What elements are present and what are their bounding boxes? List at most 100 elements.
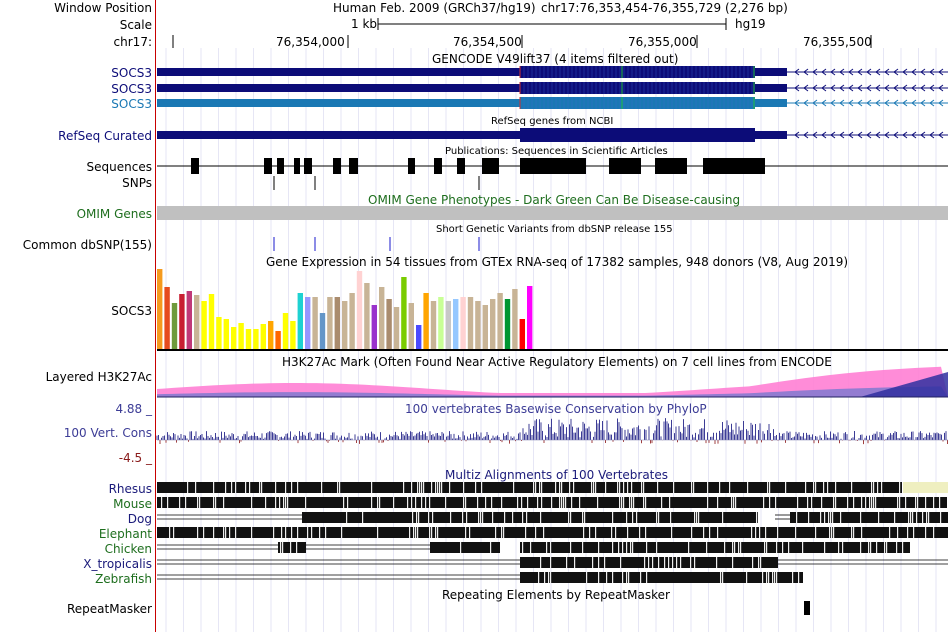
multiz-mismatch [732,557,734,568]
multiz-mismatch [763,497,765,508]
phylop-label[interactable]: 100 Vert. Cons [63,426,152,440]
refseq-label[interactable]: RefSeq Curated [58,129,152,143]
multiz-mismatch [636,512,638,523]
species-label-mouse[interactable]: Mouse [113,497,152,511]
publications-track-title[interactable]: Publications: Sequences in Scientific Ar… [445,146,668,157]
multiz-mismatch [643,497,645,508]
multiz-mismatch [831,527,833,538]
multiz-mismatch [632,512,634,523]
h3k27ac-label[interactable]: Layered H3K27Ac [45,370,152,384]
species-label-zebrafish[interactable]: Zebrafish [95,572,152,586]
multiz-mismatch [764,542,766,553]
multiz-mismatch [894,512,896,523]
multiz-mismatch [261,482,263,493]
gencode-item-label[interactable]: SOCS3 [111,66,152,80]
phylop-track-title[interactable]: 100 vertebrates Basewise Conservation by… [405,402,707,416]
multiz-mismatch [589,527,591,538]
strand-arrow [848,99,854,107]
multiz-mismatch [612,512,614,523]
repeatmasker-label[interactable]: RepeatMasker [66,602,152,616]
gtex-track-title[interactable]: Gene Expression in 54 tissues from GTEx … [266,255,849,269]
species-label-rhesus[interactable]: Rhesus [108,482,152,496]
gtex-bar [245,329,252,349]
refseq-track-title[interactable]: RefSeq genes from NCBI [491,116,614,127]
snps-label[interactable]: SNPs [122,176,152,190]
strand-arrow [812,68,818,76]
dbsnp-label[interactable]: Common dbSNP(155) [22,238,152,252]
gencode-item-label[interactable]: SOCS3 [111,82,152,96]
strand-arrow [893,68,899,76]
multiz-mismatch [605,482,607,493]
multiz-mismatch [860,512,862,523]
multiz-mismatch [621,497,623,508]
multiz-mismatch [719,482,721,493]
multiz-mismatch [933,527,935,538]
species-label-x_tropicalis[interactable]: X_tropicalis [83,557,152,571]
gtex-bar [157,269,163,349]
omim-track-title[interactable]: OMIM Gene Phenotypes - Dark Green Can Be… [368,193,741,207]
multiz-mismatch [671,527,673,538]
species-label-dog[interactable]: Dog [127,512,152,526]
multiz-mismatch [746,572,748,583]
multiz-mismatch [774,572,776,583]
strand-arrow [857,99,863,107]
multiz-unaligned [903,482,948,493]
window-position-label: Window Position [54,1,152,15]
multiz-mismatch [813,482,815,493]
strand-arrow [884,99,890,107]
dbsnp-track-title[interactable]: Short Genetic Variants from dbSNP releas… [436,224,673,235]
multiz-track-title[interactable]: Multiz Alignments of 100 Vertebrates [445,468,669,482]
multiz-block [520,542,910,553]
strand-arrow [803,131,809,139]
multiz-mismatch [570,542,572,553]
multiz-block [157,527,948,538]
strand-arrow [920,68,926,76]
multiz-mismatch [656,512,658,523]
species-label-elephant[interactable]: Elephant [98,527,152,541]
multiz-mismatch [503,527,505,538]
multiz-mismatch [706,542,708,553]
multiz-mismatch [449,482,451,493]
multiz-mismatch [669,497,671,508]
multiz-mismatch [664,557,666,568]
repeatmasker-track-title[interactable]: Repeating Elements by RepeatMasker [442,588,670,602]
multiz-mismatch [559,497,561,508]
strand-arrow [830,131,836,139]
multiz-mismatch [282,542,284,553]
multiz-mismatch [522,512,524,523]
gtex-bar [253,329,259,349]
sequences-label[interactable]: Sequences [86,160,152,174]
strand-arrow [794,99,800,107]
gencode-item-label[interactable]: SOCS3 [111,97,152,111]
multiz-mismatch [611,527,613,538]
h3k27ac-track-title[interactable]: H3K27Ac Mark (Often Found Near Active Re… [282,355,832,369]
omim-label[interactable]: OMIM Genes [76,207,152,221]
multiz-mismatch [249,482,251,493]
gtex-bar [297,293,303,349]
multiz-mismatch [450,512,452,523]
multiz-mismatch [707,482,709,493]
strand-arrow [938,99,944,107]
multiz-mismatch [537,497,539,508]
species-label-chicken[interactable]: Chicken [104,542,152,556]
gtex-label[interactable]: SOCS3 [111,304,152,318]
strand-arrow [911,84,917,92]
multiz-mismatch [527,497,529,508]
strand-arrow [902,131,908,139]
multiz-mismatch [646,542,648,553]
multiz-mismatch [720,572,722,583]
multiz-mismatch [371,497,373,508]
multiz-mismatch [517,497,519,508]
strand-arrow [938,131,944,139]
multiz-mismatch [734,542,736,553]
multiz-mismatch [504,512,506,523]
multiz-mismatch [868,542,870,553]
multiz-mismatch [925,497,927,508]
strand-arrow [884,84,890,92]
multiz-mismatch [731,497,733,508]
refseq-cds [520,128,755,142]
multiz-mismatch [535,527,537,538]
gencode-track-title[interactable]: GENCODE V49lift37 (4 items filtered out) [432,52,679,66]
multiz-mismatch [343,497,345,508]
